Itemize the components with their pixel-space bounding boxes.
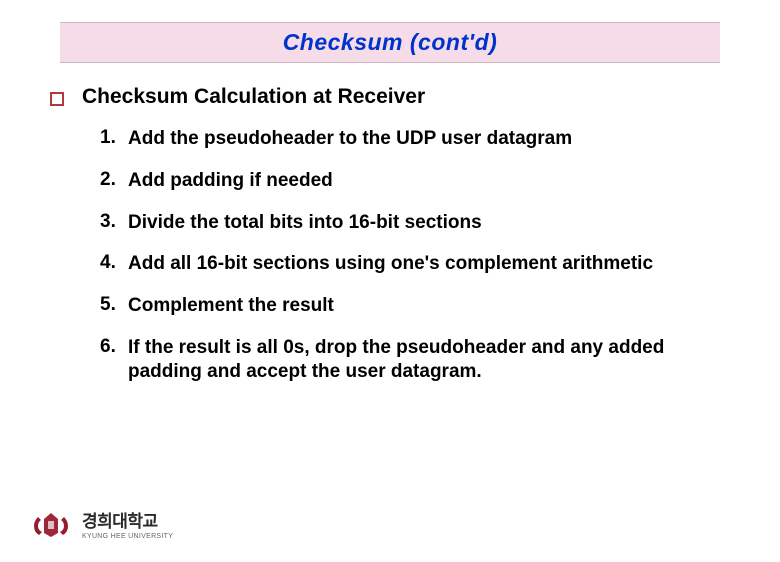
item-number: 5. (100, 294, 128, 318)
item-text: Add all 16-bit sections using one's comp… (128, 252, 653, 276)
item-text: Add the pseudoheader to the UDP user dat… (128, 127, 572, 151)
list-item: 6. If the result is all 0s, drop the pse… (100, 336, 700, 384)
content-area: Checksum Calculation at Receiver 1. Add … (0, 63, 780, 383)
emblem-icon (30, 509, 72, 539)
bullet-square-icon (50, 92, 64, 106)
title-bar: Checksum (cont'd) (60, 22, 720, 63)
university-logo: 경희대학교 KYUNG HEE UNIVERSITY (30, 507, 173, 540)
list-item: 5. Complement the result (100, 294, 700, 318)
item-number: 6. (100, 336, 128, 384)
item-number: 4. (100, 252, 128, 276)
logo-text: 경희대학교 KYUNG HEE UNIVERSITY (82, 507, 173, 540)
ordered-list: 1. Add the pseudoheader to the UDP user … (50, 127, 730, 383)
item-number: 2. (100, 169, 128, 193)
list-item: 3. Divide the total bits into 16-bit sec… (100, 211, 700, 235)
slide-title: Checksum (cont'd) (283, 29, 498, 55)
list-item: 4. Add all 16-bit sections using one's c… (100, 252, 700, 276)
list-item: 1. Add the pseudoheader to the UDP user … (100, 127, 700, 151)
list-item: 2. Add padding if needed (100, 169, 700, 193)
logo-name-en: KYUNG HEE UNIVERSITY (82, 533, 173, 540)
section-heading: Checksum Calculation at Receiver (82, 85, 425, 109)
item-text: Complement the result (128, 294, 334, 318)
logo-name-kr: 경희대학교 (82, 507, 173, 532)
heading-row: Checksum Calculation at Receiver (50, 85, 730, 109)
item-number: 1. (100, 127, 128, 151)
item-text: Divide the total bits into 16-bit sectio… (128, 211, 482, 235)
item-text: Add padding if needed (128, 169, 333, 193)
item-text: If the result is all 0s, drop the pseudo… (128, 336, 700, 384)
item-number: 3. (100, 211, 128, 235)
